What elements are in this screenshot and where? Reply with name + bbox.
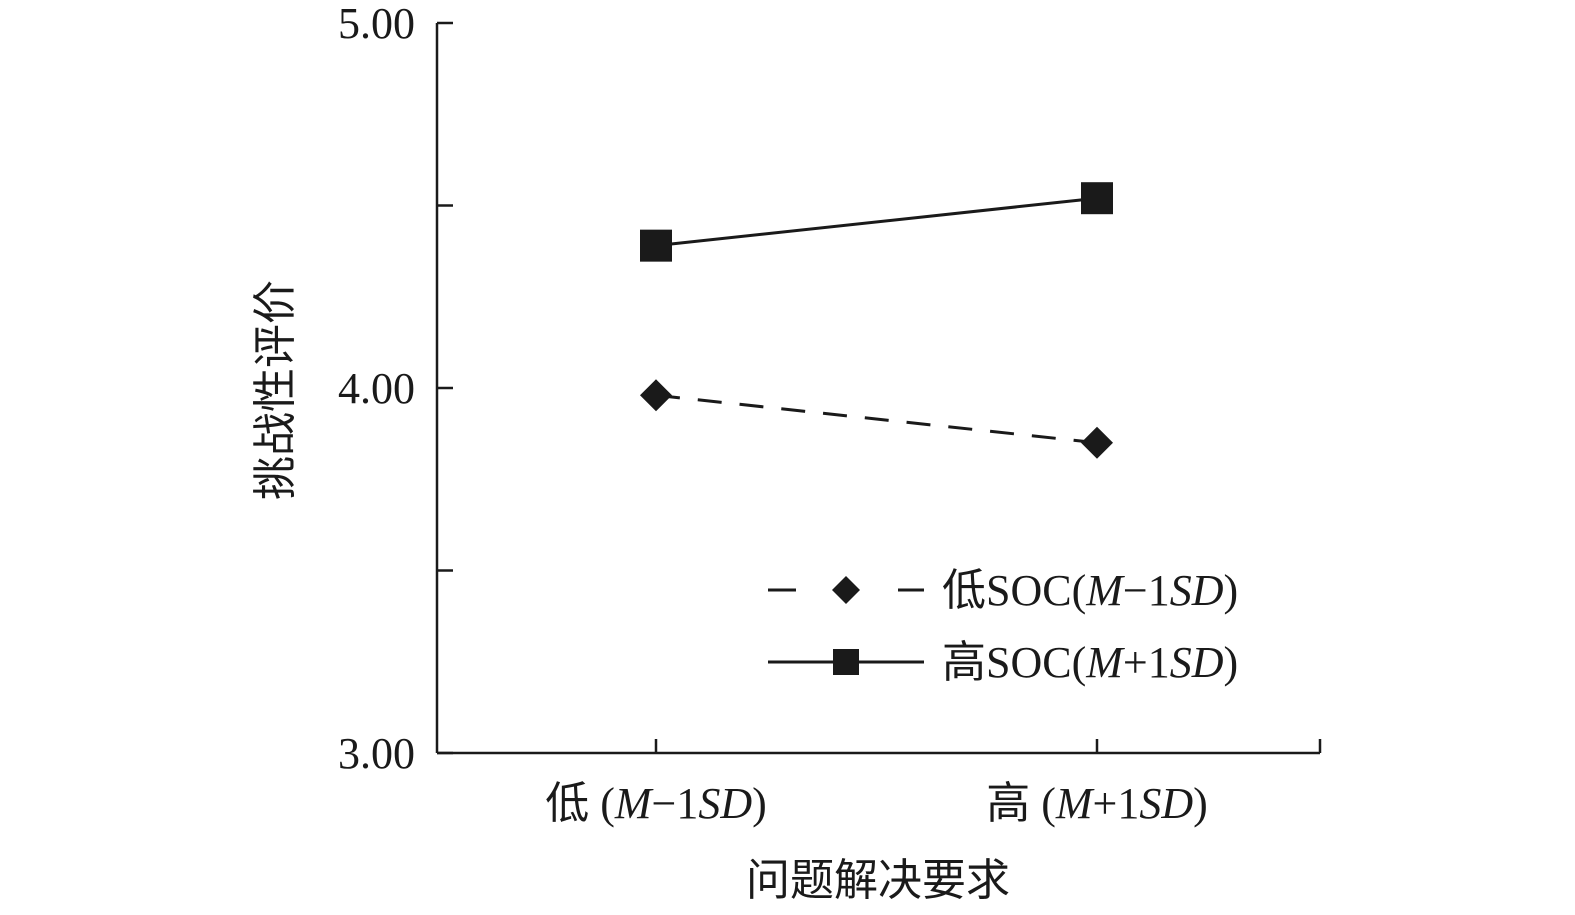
y-tick-label: 3.00 bbox=[338, 729, 415, 778]
data-point-square bbox=[640, 229, 672, 262]
series-layer bbox=[640, 182, 1113, 459]
y-ticks: 3.00 4.00 5.00 bbox=[338, 0, 453, 778]
x-axis-title: 问题解决要求 bbox=[746, 856, 1010, 905]
y-tick-label: 5.00 bbox=[338, 0, 415, 48]
y-tick-label: 4.00 bbox=[338, 364, 415, 413]
legend-entry: 高SOC(M+1SD) bbox=[768, 638, 1238, 687]
legend: 低SOC(M−1SD) 高SOC(M+1SD) bbox=[768, 566, 1238, 687]
legend-label: 低SOC(M−1SD) bbox=[942, 566, 1238, 615]
series-high-soc bbox=[640, 182, 1113, 262]
data-point-square bbox=[1081, 182, 1113, 215]
legend-marker-diamond bbox=[832, 576, 860, 604]
x-tick-label: 低 (M−1SD) bbox=[545, 779, 767, 828]
legend-entry: 低SOC(M−1SD) bbox=[768, 566, 1238, 615]
legend-label: 高SOC(M+1SD) bbox=[942, 638, 1238, 687]
series-line bbox=[655, 196, 1098, 248]
x-tick-label: 高 (M+1SD) bbox=[986, 779, 1208, 828]
data-point-diamond bbox=[1081, 426, 1113, 459]
x-ticks: 低 (M−1SD) 高 (M+1SD) bbox=[545, 739, 1322, 828]
axes: 3.00 4.00 5.00 低 (M−1SD) 高 (M+1SD) bbox=[338, 0, 1322, 828]
y-axis-title: 挑战性评价 bbox=[251, 280, 300, 500]
data-point-diamond bbox=[640, 379, 672, 412]
series-line bbox=[655, 393, 1098, 445]
series-low-soc bbox=[640, 379, 1113, 459]
legend-marker-square bbox=[833, 649, 859, 675]
